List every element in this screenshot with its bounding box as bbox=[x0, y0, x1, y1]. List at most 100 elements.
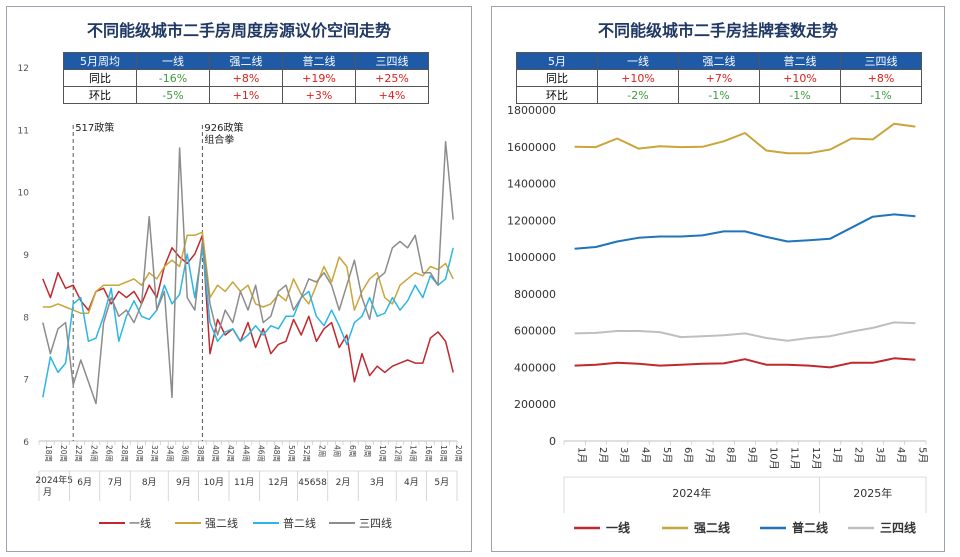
series-line-普二线 bbox=[574, 213, 916, 250]
x-tick-label: 48周 bbox=[272, 445, 281, 462]
x-tick-label: 32周 bbox=[150, 445, 159, 462]
policy-annotation: 组合拳 bbox=[204, 133, 234, 146]
x-tick-label: 3月 bbox=[618, 447, 630, 463]
legend-label: 一线 bbox=[606, 520, 630, 535]
y-tick-label: 1800000 bbox=[507, 104, 556, 117]
series-line-三四线 bbox=[42, 141, 454, 405]
x-tick-label: 12周 bbox=[393, 445, 402, 462]
series-line-强二线 bbox=[42, 231, 454, 314]
y-tick-label: 0 bbox=[549, 435, 556, 448]
left-line-chart: 6 7 8 9 10 11 12 18周 20周 22周 24周 26周 28周 30周 32周 34周 36周… bbox=[18, 64, 464, 530]
x-tick-label: 3月 bbox=[874, 447, 886, 463]
left-chart-title: 不同能级城市二手房周度房源议价空间走势 bbox=[86, 21, 391, 40]
x-tick-label: 4月 bbox=[895, 447, 907, 463]
month-label: 3月 bbox=[370, 477, 385, 488]
month-label: 45658 bbox=[298, 478, 327, 488]
table-cell: -2% bbox=[597, 86, 679, 104]
y-tick-label: 7 bbox=[23, 376, 29, 386]
month-label: 2月 bbox=[336, 477, 351, 488]
x-tick-label: 46周 bbox=[257, 445, 266, 462]
y-tick-label: 400000 bbox=[514, 361, 556, 374]
x-tick-label: 30周 bbox=[135, 445, 144, 462]
month-label: 2024年5 bbox=[35, 474, 73, 486]
x-tick-label: 8月 bbox=[725, 447, 737, 463]
x-tick-label: 6周 bbox=[348, 445, 357, 457]
month-label: 9月 bbox=[176, 477, 191, 488]
table-cell: +1% bbox=[209, 86, 283, 104]
x-tick-label: 36周 bbox=[181, 445, 190, 462]
x-tick-label: 24周 bbox=[89, 445, 98, 462]
x-tick-label: 50周 bbox=[287, 445, 296, 462]
y-tick-label: 10 bbox=[18, 189, 30, 199]
x-tick-label: 2周 bbox=[317, 445, 326, 457]
policy-annotation: 926政策 bbox=[204, 121, 243, 134]
table-header-cell: 一线 bbox=[597, 52, 679, 70]
month-label-cont: 月 bbox=[43, 487, 52, 498]
x-tick-label: 9月 bbox=[746, 447, 758, 463]
x-tick-label: 4周 bbox=[333, 445, 342, 457]
x-tick-label: 20周 bbox=[59, 445, 68, 462]
x-tick-label: 11月 bbox=[789, 447, 801, 470]
y-tick-label: 12 bbox=[18, 64, 29, 74]
y-tick-label: 9 bbox=[23, 251, 29, 261]
y-tick-label: 11 bbox=[18, 126, 29, 136]
table-cell: +25% bbox=[355, 69, 429, 87]
table-header-cell: 5月周均 bbox=[63, 52, 137, 70]
right-chart-title: 不同能级城市二手房挂牌套数走势 bbox=[597, 21, 838, 40]
right-stats-table: 5月 一线 强二线 普二线 三四线 同比 +10% +7% +10% +8% 环… bbox=[516, 52, 922, 104]
month-label: 6月 bbox=[77, 477, 92, 488]
y-tick-label: 8 bbox=[23, 313, 29, 323]
x-tick-label: 28周 bbox=[120, 445, 129, 462]
x-tick-label: 1月 bbox=[831, 447, 843, 463]
x-tick-label: 52周 bbox=[302, 445, 311, 462]
x-tick-label: 18周 bbox=[44, 445, 53, 462]
month-label: 5月 bbox=[434, 477, 449, 488]
x-tick-label: 12月 bbox=[810, 447, 822, 470]
x-tick-label: 22周 bbox=[74, 445, 83, 462]
x-tick-label: 1月 bbox=[576, 447, 588, 463]
table-header-cell: 三四线 bbox=[355, 52, 429, 70]
y-tick-label: 6 bbox=[23, 438, 29, 448]
table-row-label: 同比 bbox=[63, 69, 137, 87]
legend-label: 一线 bbox=[129, 516, 151, 530]
legend-label: 普二线 bbox=[792, 520, 828, 535]
y-tick-label: 200000 bbox=[514, 398, 556, 411]
x-tick-label: 40周 bbox=[211, 445, 220, 462]
table-row-label: 环比 bbox=[516, 86, 598, 104]
x-tick-label: 5月 bbox=[916, 447, 928, 463]
x-tick-label: 44周 bbox=[241, 445, 250, 462]
table-header-cell: 强二线 bbox=[678, 52, 760, 70]
table-cell: +4% bbox=[355, 86, 429, 104]
month-label: 8月 bbox=[142, 477, 157, 488]
legend-label: 三四线 bbox=[880, 520, 916, 535]
legend-label: 强二线 bbox=[694, 520, 730, 535]
left-stats-table: 5月周均 一线 强二线 普二线 三四线 同比 -16% +8% +19% +25… bbox=[63, 52, 429, 104]
series-line-一线 bbox=[574, 357, 916, 369]
x-tick-label: 4月 bbox=[640, 447, 652, 463]
right-chart-panel: 不同能级城市二手房挂牌套数走势 5月 一线 强二线 普二线 三四线 同比 +10… bbox=[491, 6, 945, 552]
table-cell: -5% bbox=[136, 86, 210, 104]
table-cell: +7% bbox=[678, 69, 760, 87]
table-header-cell: 强二线 bbox=[209, 52, 283, 70]
table-cell: +8% bbox=[840, 69, 922, 87]
y-tick-label: 1400000 bbox=[507, 178, 556, 191]
table-cell: +10% bbox=[759, 69, 841, 87]
x-tick-label: 10月 bbox=[767, 447, 779, 470]
y-tick-label: 800000 bbox=[514, 288, 556, 301]
right-line-chart: 0 200000 400000 600000 800000 1000000 1200000 1… bbox=[507, 104, 928, 535]
x-tick-label: 5月 bbox=[661, 447, 673, 463]
x-tick-label: 7月 bbox=[703, 447, 715, 463]
y-tick-label: 600000 bbox=[514, 325, 556, 338]
x-tick-label: 26周 bbox=[105, 445, 114, 462]
x-tick-label: 20周 bbox=[454, 445, 463, 462]
month-label: 10月 bbox=[204, 477, 224, 488]
table-row-label: 同比 bbox=[516, 69, 598, 87]
x-tick-label: 38周 bbox=[196, 445, 205, 462]
table-header-cell: 普二线 bbox=[759, 52, 841, 70]
month-label: 11月 bbox=[234, 477, 254, 488]
series-line-三四线 bbox=[574, 321, 916, 342]
policy-annotation: 517政策 bbox=[75, 121, 114, 134]
table-header-cell: 一线 bbox=[136, 52, 210, 70]
table-header-cell: 三四线 bbox=[840, 52, 922, 70]
month-label: 7月 bbox=[108, 477, 123, 488]
